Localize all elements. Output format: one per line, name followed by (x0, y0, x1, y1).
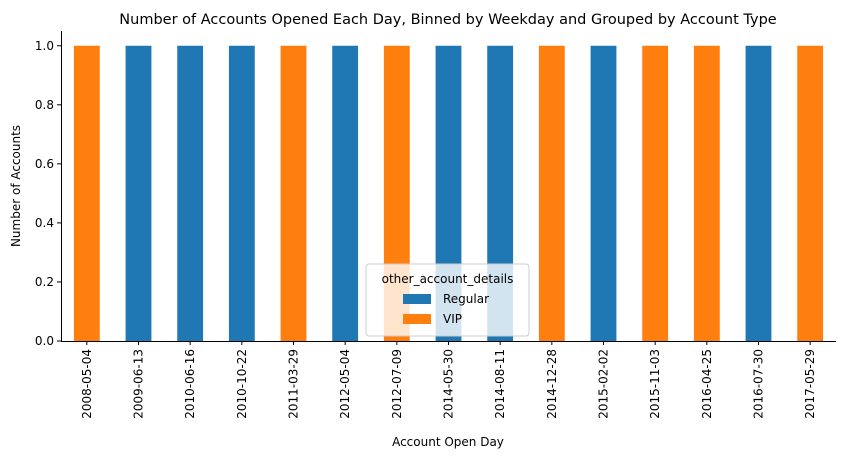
bar-vip-11 (642, 45, 669, 341)
x-tick-label-1: 2009-06-13 (132, 349, 146, 419)
x-tick-label-4: 2011-03-29 (287, 349, 301, 419)
x-tick-label-14: 2017-05-29 (803, 349, 817, 419)
x-tick-label-6: 2012-07-09 (390, 349, 404, 419)
x-axis: 2008-05-04 2009-06-13 2010-06-16 2010-10-22… (80, 341, 817, 419)
x-tick-label-10: 2015-02-02 (597, 349, 611, 419)
bar-regular-13 (745, 45, 772, 341)
x-tick-label-7: 2014-05-30 (442, 349, 456, 419)
x-tick-label-13: 2016-07-30 (752, 349, 766, 419)
bar-vip-12 (693, 45, 720, 341)
bar-vip-0 (73, 45, 100, 341)
x-tick-label-12: 2016-04-25 (700, 349, 714, 419)
legend: other_account_details Regular VIP (365, 263, 530, 337)
y-tick-label-4: 0.8 (35, 98, 54, 112)
y-axis: 0.0 0.2 0.4 0.6 0.8 1.0 (35, 39, 61, 348)
legend-label-regular: Regular (443, 292, 489, 306)
bar-regular-5 (332, 45, 359, 341)
x-tick-label-0: 2008-05-04 (80, 349, 94, 419)
bar-regular-10 (590, 45, 617, 341)
bar-vip-14 (797, 45, 824, 341)
y-tick-label-5: 1.0 (35, 39, 54, 53)
legend-swatch-vip (403, 314, 431, 324)
y-tick-label-2: 0.4 (35, 216, 54, 230)
bar-regular-3 (228, 45, 255, 341)
x-tick-label-5: 2012-05-04 (338, 349, 352, 419)
bar-vip-4 (280, 45, 307, 341)
bar-vip-9 (538, 45, 565, 341)
chart-title: Number of Accounts Opened Each Day, Binn… (119, 12, 776, 28)
x-tick-label-8: 2014-08-11 (493, 349, 507, 419)
x-tick-label-3: 2010-10-22 (235, 349, 249, 419)
legend-title: other_account_details (382, 272, 514, 286)
x-axis-title: Account Open Day (392, 435, 504, 449)
y-tick-label-3: 0.6 (35, 157, 54, 171)
y-axis-title: Number of Accounts (9, 125, 23, 247)
legend-swatch-regular (403, 294, 431, 304)
bar-regular-2 (177, 45, 204, 341)
bar-regular-1 (125, 45, 152, 341)
y-tick-label-1: 0.2 (35, 275, 54, 289)
y-tick-label-0: 0.0 (35, 334, 54, 348)
x-tick-label-11: 2015-11-03 (648, 349, 662, 419)
x-tick-label-2: 2010-06-16 (183, 349, 197, 419)
x-tick-label-9: 2014-12-28 (545, 349, 559, 419)
legend-label-vip: VIP (443, 312, 462, 326)
